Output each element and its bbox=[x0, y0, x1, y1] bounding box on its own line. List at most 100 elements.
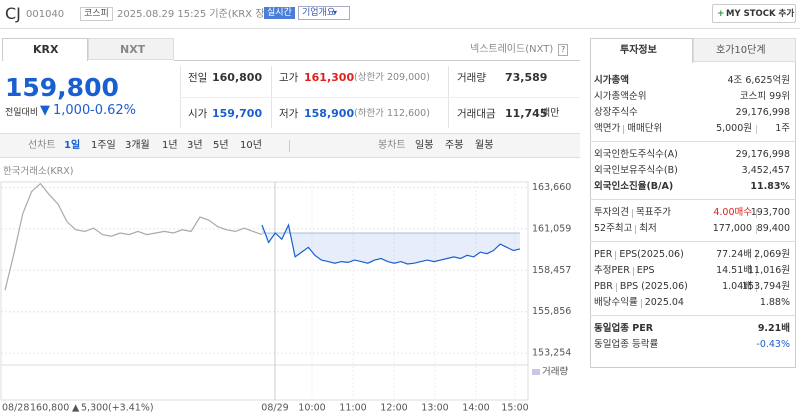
period-bar bbox=[0, 133, 580, 158]
period-tab[interactable]: 주봉 bbox=[445, 140, 464, 151]
footer-change: 5,300 bbox=[81, 403, 108, 414]
info-value: 코스피 99위 bbox=[739, 91, 790, 102]
info-value: 4.00매수 bbox=[713, 207, 752, 218]
info-label: 상장주식수 bbox=[594, 107, 638, 118]
value-separator bbox=[756, 209, 757, 218]
info-value: 1주 bbox=[775, 123, 790, 134]
summary-unit: 백만 bbox=[541, 108, 560, 119]
period-tab[interactable]: 1주일 bbox=[91, 140, 116, 151]
x-tick-label: 12:00 bbox=[380, 403, 407, 414]
info-value: 11.83% bbox=[750, 181, 790, 192]
summary-label: 시가 bbox=[188, 108, 208, 120]
value-separator bbox=[756, 225, 757, 234]
market-badge: 코스피 bbox=[80, 7, 113, 21]
period-tab[interactable]: 10년 bbox=[240, 140, 262, 151]
tab-nxt[interactable] bbox=[88, 38, 174, 60]
overview-dropdown[interactable]: 기업개요 bbox=[298, 6, 351, 20]
value-separator bbox=[756, 125, 757, 134]
x-tick-label: 13:00 bbox=[421, 403, 448, 414]
info-label: 매매단위 bbox=[627, 123, 663, 134]
summary-note: (상한가 209,000) bbox=[354, 72, 430, 83]
x-tick-label: 10:00 bbox=[298, 403, 325, 414]
y-tick-label: 158,457 bbox=[532, 265, 571, 276]
label-separator bbox=[631, 209, 633, 218]
y-tick-label: 161,059 bbox=[532, 223, 571, 234]
y-tick-label: 163,660 bbox=[532, 182, 571, 193]
price-line bbox=[261, 223, 521, 265]
price-chart: 163,660 161,059 158,457 155,856 153,254 08/29… bbox=[0, 181, 571, 414]
current-price: 159,800 bbox=[5, 73, 119, 102]
line-chart-label: 선차트 bbox=[28, 140, 56, 151]
timestamp: 2025.08.29 15:25 기준(KRX 장중) bbox=[117, 9, 278, 20]
footer-price: 160,800 bbox=[30, 403, 69, 414]
summary-label: 전일 bbox=[188, 72, 208, 84]
period-tab[interactable]: 1년 bbox=[162, 140, 178, 151]
tab-orderbook[interactable] bbox=[693, 38, 796, 62]
summary-value: 159,700 bbox=[212, 107, 263, 120]
info-label: 외국인소진율(B/A) bbox=[594, 181, 674, 192]
chart-source: 한국거래소(KRX) bbox=[3, 166, 74, 177]
period-tab[interactable]: 일봉 bbox=[415, 140, 434, 151]
header-rule bbox=[0, 28, 800, 29]
tab-invest[interactable] bbox=[590, 38, 693, 63]
value-separator bbox=[756, 283, 757, 292]
info-value: 153,794원 bbox=[741, 281, 790, 292]
summary-value: 73,589 bbox=[505, 71, 548, 84]
info-label: PER bbox=[594, 249, 613, 260]
candle-chart-label: 봉차트 bbox=[378, 140, 406, 151]
tab-krx[interactable] bbox=[2, 38, 88, 61]
info-label: PBR bbox=[594, 281, 613, 292]
price-line bbox=[4, 182, 263, 291]
tab-label: KRX bbox=[33, 43, 59, 56]
help-icon[interactable]: ? bbox=[558, 44, 569, 56]
period-tab[interactable]: 1일 bbox=[64, 140, 81, 151]
plus-icon: + bbox=[717, 9, 725, 19]
info-value: 3,452,457 bbox=[741, 165, 790, 176]
separator bbox=[289, 140, 290, 152]
info-label: EPS bbox=[636, 265, 655, 276]
x-tick-label: 14:00 bbox=[462, 403, 489, 414]
change-value: 1,000 bbox=[53, 103, 91, 118]
footer-rate: (+3.41%) bbox=[108, 403, 154, 414]
tab-label: NXT bbox=[120, 43, 146, 56]
stock-code: 001040 bbox=[26, 9, 65, 20]
info-value: 2,069원 bbox=[754, 249, 790, 260]
period-tab[interactable]: 5년 bbox=[213, 140, 229, 151]
summary-label: 거래대금 bbox=[457, 108, 496, 120]
label-separator bbox=[615, 251, 617, 260]
info-value: 193,700 bbox=[750, 207, 790, 218]
mystock-button[interactable] bbox=[712, 4, 796, 23]
summary-label: 거래량 bbox=[457, 72, 486, 84]
label-separator bbox=[635, 225, 637, 234]
period-tab[interactable]: 3년 bbox=[187, 140, 203, 151]
change-label: 전일대비 bbox=[5, 108, 39, 118]
plot-frame bbox=[0, 181, 529, 401]
period-tab[interactable]: 3개월 bbox=[125, 140, 150, 151]
summary-label: 고가 bbox=[279, 72, 299, 84]
info-value: -0.43% bbox=[756, 339, 790, 350]
info-label: 추정PER bbox=[594, 265, 630, 276]
info-label: 시가총액 bbox=[594, 75, 629, 86]
info-label: 동일업종 등락률 bbox=[594, 339, 659, 350]
info-label: 52주최고 bbox=[594, 223, 633, 234]
group-rule bbox=[590, 141, 796, 142]
volume-legend-swatch bbox=[532, 369, 540, 375]
group-rule bbox=[590, 199, 796, 200]
y-tick-label: 155,856 bbox=[532, 306, 571, 317]
summary-value: 160,800 bbox=[212, 71, 263, 84]
x-tick-label: 15:00 bbox=[501, 403, 528, 414]
info-label: 액면가 bbox=[594, 123, 621, 134]
info-label: EPS(2025.06) bbox=[619, 249, 684, 260]
info-value: 1.88% bbox=[759, 297, 790, 308]
group-rule bbox=[590, 241, 796, 242]
info-value: 1.04배 bbox=[722, 281, 752, 292]
info-label: 최저 bbox=[639, 223, 657, 234]
summary-value: 158,900 bbox=[304, 107, 355, 120]
x-tick-label: 11:00 bbox=[339, 403, 366, 414]
divider bbox=[180, 97, 580, 98]
info-value: 5,000원 bbox=[716, 123, 752, 134]
summary-value: 161,300 bbox=[304, 71, 355, 84]
period-tab[interactable]: 월봉 bbox=[475, 140, 494, 151]
invest-box bbox=[590, 62, 796, 368]
